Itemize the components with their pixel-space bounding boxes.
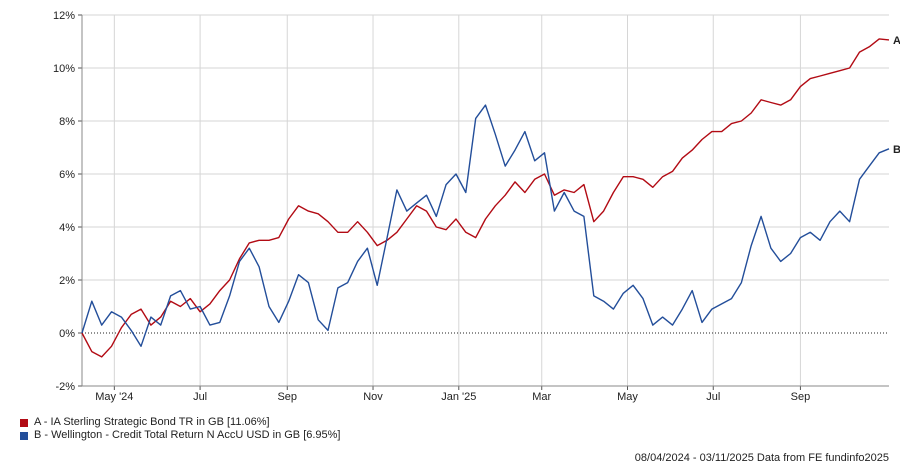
x-tick-label: Jul bbox=[193, 391, 207, 403]
legend-swatch-b bbox=[20, 431, 28, 440]
y-tick-label: 6% bbox=[59, 169, 75, 181]
series-end-label-b: B bbox=[893, 144, 900, 156]
y-tick-label: -2% bbox=[55, 381, 75, 393]
chart-axes bbox=[78, 14, 889, 390]
legend-item-a: A - IA Sterling Strategic Bond TR in GB … bbox=[20, 416, 341, 429]
y-tick-label: 4% bbox=[59, 222, 75, 234]
x-tick-label: Jan '25 bbox=[441, 391, 476, 403]
y-tick-label: 12% bbox=[53, 10, 75, 22]
series-end-labels: AB bbox=[893, 35, 900, 156]
data-source-footer: 08/04/2024 - 03/11/2025 Data from FE fun… bbox=[634, 452, 889, 464]
x-axis-tick-labels: May '24 Jul Sep Nov Jan '25 Mar May Jul Sep bbox=[95, 391, 810, 403]
x-tick-label: May bbox=[617, 391, 638, 403]
legend-label-b: B - Wellington - Credit Total Return N A… bbox=[34, 429, 341, 441]
line-chart: -2% 0% 2% 4% 6% 8% 10% 12% May '24 Jul Sep Nov Jan … bbox=[53, 10, 900, 403]
y-tick-label: 10% bbox=[53, 63, 75, 75]
y-tick-label: 0% bbox=[59, 328, 75, 340]
x-tick-label: Mar bbox=[532, 391, 551, 403]
x-tick-label: Sep bbox=[277, 391, 297, 403]
series-line-b bbox=[81, 104, 890, 347]
legend-label-a: A - IA Sterling Strategic Bond TR in GB … bbox=[34, 416, 270, 428]
grid-lines bbox=[82, 14, 889, 386]
series-end-label-a: A bbox=[893, 35, 900, 47]
x-tick-label: Sep bbox=[791, 391, 811, 403]
chart-legend: A - IA Sterling Strategic Bond TR in GB … bbox=[20, 416, 341, 442]
series-lines bbox=[81, 38, 890, 358]
y-axis-tick-labels: -2% 0% 2% 4% 6% 8% 10% 12% bbox=[53, 10, 75, 393]
x-tick-label: Nov bbox=[363, 391, 383, 403]
legend-swatch-a bbox=[20, 418, 28, 427]
legend-item-b: B - Wellington - Credit Total Return N A… bbox=[20, 429, 341, 442]
x-tick-label: Jul bbox=[706, 391, 720, 403]
x-tick-label: May '24 bbox=[95, 391, 133, 403]
y-tick-label: 8% bbox=[59, 116, 75, 128]
y-tick-label: 2% bbox=[59, 275, 75, 287]
series-line-a bbox=[81, 38, 890, 358]
